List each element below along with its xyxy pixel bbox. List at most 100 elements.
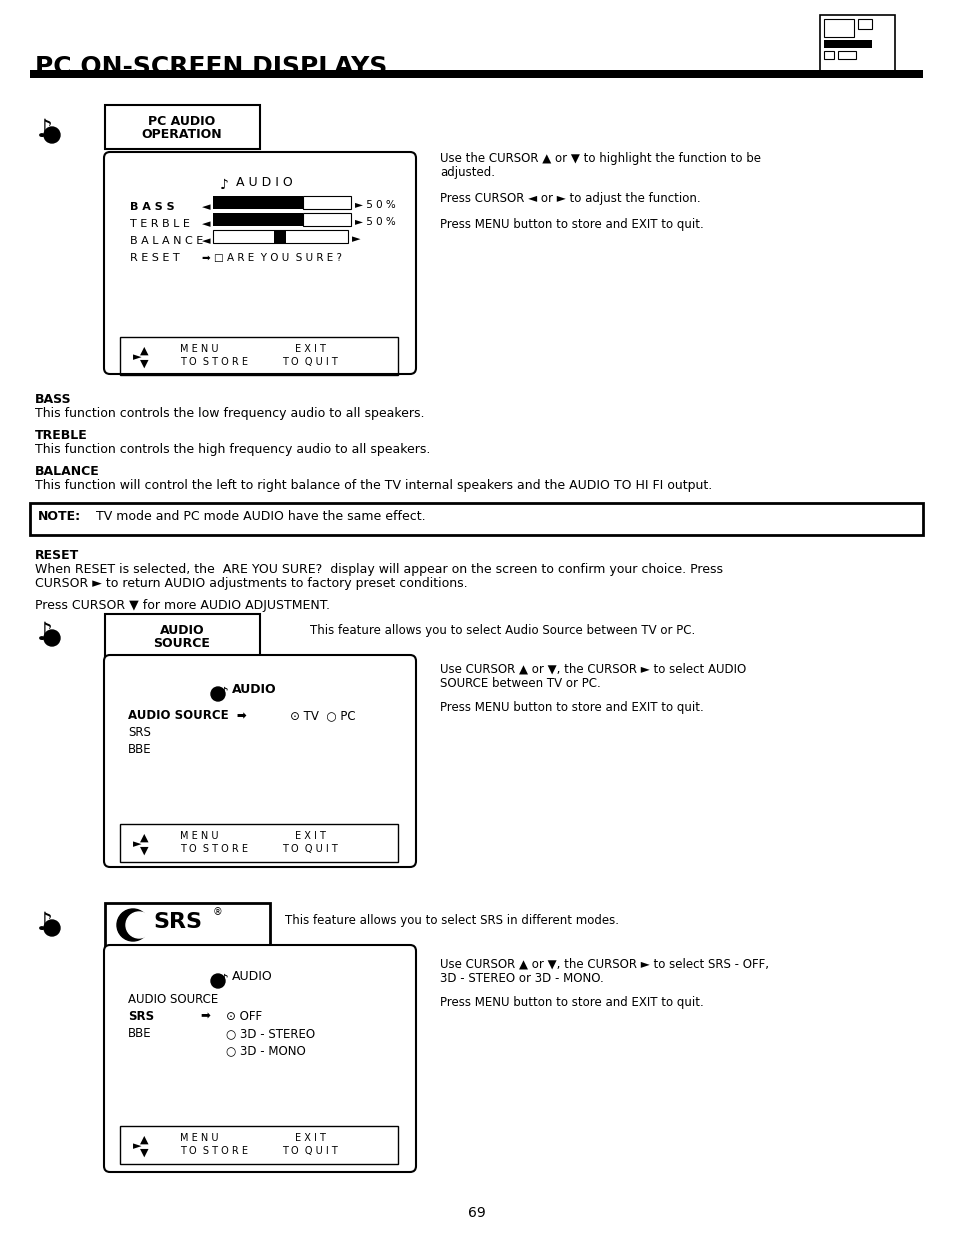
Text: Press MENU button to store and EXIT to quit.: Press MENU button to store and EXIT to q… <box>439 995 703 1009</box>
Text: AUDIO: AUDIO <box>232 683 276 697</box>
Text: ➡: ➡ <box>200 1010 210 1023</box>
Text: This function controls the high frequency audio to all speakers.: This function controls the high frequenc… <box>35 443 430 456</box>
Text: SOURCE between TV or PC.: SOURCE between TV or PC. <box>439 677 600 690</box>
Text: ◄: ◄ <box>202 203 211 212</box>
Bar <box>303 212 351 226</box>
Text: When RESET is selected, the  ARE YOU SURE?  display will appear on the screen to: When RESET is selected, the ARE YOU SURE… <box>35 563 722 576</box>
Text: ▲: ▲ <box>140 832 149 844</box>
Text: ♪: ♪ <box>220 973 229 987</box>
Text: ⊙ TV  ○ PC: ⊙ TV ○ PC <box>290 709 355 722</box>
Text: AUDIO: AUDIO <box>159 624 204 637</box>
Text: This function will control the left to right balance of the TV internal speakers: This function will control the left to r… <box>35 479 712 492</box>
Text: ➡ □ A R E  Y O U  S U R E ?: ➡ □ A R E Y O U S U R E ? <box>202 253 341 263</box>
Text: T O  Q U I T: T O Q U I T <box>282 357 337 367</box>
Text: SOURCE: SOURCE <box>153 637 211 650</box>
Bar <box>105 903 270 947</box>
Text: ►: ► <box>132 839 141 848</box>
Text: BALANCE: BALANCE <box>35 466 100 478</box>
Bar <box>105 105 260 149</box>
Text: ♪: ♪ <box>220 685 229 700</box>
Text: RESET: RESET <box>35 550 79 562</box>
Circle shape <box>211 974 225 988</box>
Circle shape <box>44 127 60 143</box>
Text: AUDIO: AUDIO <box>232 969 273 983</box>
Text: SRS: SRS <box>128 726 151 739</box>
Circle shape <box>117 909 149 941</box>
Text: ♪: ♪ <box>37 119 53 142</box>
Bar <box>120 824 397 862</box>
Text: ⊙ OFF: ⊙ OFF <box>226 1010 262 1023</box>
Text: BBE: BBE <box>128 743 152 756</box>
Text: ▲: ▲ <box>140 1135 149 1145</box>
Circle shape <box>211 687 225 701</box>
Text: T O  S T O R E: T O S T O R E <box>180 844 248 853</box>
Circle shape <box>126 911 152 939</box>
Text: ► 5 0 %: ► 5 0 % <box>355 217 395 227</box>
Text: Press CURSOR ◄ or ► to adjust the function.: Press CURSOR ◄ or ► to adjust the functi… <box>439 191 700 205</box>
Text: Press MENU button to store and EXIT to quit.: Press MENU button to store and EXIT to q… <box>439 219 703 231</box>
Text: ►: ► <box>132 1141 141 1151</box>
Text: PC ON-SCREEN DISPLAYS: PC ON-SCREEN DISPLAYS <box>35 56 387 79</box>
Bar <box>120 337 397 375</box>
Text: AUDIO SOURCE  ➡: AUDIO SOURCE ➡ <box>128 709 254 722</box>
Text: ○ 3D - MONO: ○ 3D - MONO <box>226 1044 305 1057</box>
Text: ▲: ▲ <box>140 346 149 356</box>
Circle shape <box>44 630 60 646</box>
Text: 69: 69 <box>468 1207 485 1220</box>
Text: ▼: ▼ <box>140 846 149 856</box>
FancyBboxPatch shape <box>104 152 416 374</box>
Text: SRS: SRS <box>152 911 202 932</box>
Text: E X I T: E X I T <box>294 345 326 354</box>
Text: NOTE:: NOTE: <box>38 510 81 522</box>
Bar <box>837 51 855 59</box>
Text: TREBLE: TREBLE <box>35 429 88 442</box>
Bar <box>857 19 871 28</box>
Bar <box>823 19 853 37</box>
Text: ♪: ♪ <box>37 621 53 645</box>
Text: ▼: ▼ <box>140 1149 149 1158</box>
Text: ♪: ♪ <box>37 911 53 935</box>
Text: Use CURSOR ▲ or ▼, the CURSOR ► to select SRS - OFF,: Use CURSOR ▲ or ▼, the CURSOR ► to selec… <box>439 958 768 971</box>
Text: M E N U: M E N U <box>180 831 218 841</box>
Text: ◄: ◄ <box>202 219 211 228</box>
Text: Press MENU button to store and EXIT to quit.: Press MENU button to store and EXIT to q… <box>439 701 703 714</box>
Text: M E N U: M E N U <box>180 1132 218 1144</box>
Text: ►: ► <box>132 352 141 362</box>
Text: M E N U: M E N U <box>180 345 218 354</box>
Text: T E R B L E: T E R B L E <box>130 219 190 228</box>
FancyBboxPatch shape <box>104 945 416 1172</box>
Bar <box>823 40 871 48</box>
Text: B A L A N C E: B A L A N C E <box>130 236 203 246</box>
Text: ○ 3D - STEREO: ○ 3D - STEREO <box>226 1028 314 1040</box>
Text: This feature allows you to select SRS in different modes.: This feature allows you to select SRS in… <box>285 914 618 927</box>
Text: Press CURSOR ▼ for more AUDIO ADJUSTMENT.: Press CURSOR ▼ for more AUDIO ADJUSTMENT… <box>35 599 330 613</box>
Text: T O  S T O R E: T O S T O R E <box>180 357 248 367</box>
Bar <box>30 70 923 78</box>
Bar <box>213 212 303 226</box>
Text: CURSOR ► to return AUDIO adjustments to factory preset conditions.: CURSOR ► to return AUDIO adjustments to … <box>35 577 467 590</box>
Bar <box>213 196 303 209</box>
Text: R E S E T: R E S E T <box>130 253 179 263</box>
Bar <box>823 51 833 59</box>
Circle shape <box>44 920 60 936</box>
Bar <box>274 230 286 243</box>
Text: This feature allows you to select Audio Source between TV or PC.: This feature allows you to select Audio … <box>310 624 695 637</box>
Text: E X I T: E X I T <box>294 1132 326 1144</box>
Text: TV mode and PC mode AUDIO have the same effect.: TV mode and PC mode AUDIO have the same … <box>88 510 425 522</box>
Text: T O  Q U I T: T O Q U I T <box>282 1146 337 1156</box>
Text: 3D - STEREO or 3D - MONO.: 3D - STEREO or 3D - MONO. <box>439 972 603 986</box>
Text: ►: ► <box>352 233 360 245</box>
Bar <box>120 1126 397 1165</box>
Text: ♪: ♪ <box>220 178 229 191</box>
Text: BASS: BASS <box>35 393 71 406</box>
Text: E X I T: E X I T <box>294 831 326 841</box>
Text: OPERATION: OPERATION <box>142 128 222 141</box>
Text: SRS: SRS <box>128 1010 154 1023</box>
Text: T O  Q U I T: T O Q U I T <box>282 844 337 853</box>
Text: BBE: BBE <box>128 1028 152 1040</box>
Bar <box>213 230 348 243</box>
Text: PC AUDIO: PC AUDIO <box>149 115 215 128</box>
Text: ◄: ◄ <box>202 236 211 246</box>
Text: T O  S T O R E: T O S T O R E <box>180 1146 248 1156</box>
Text: ▼: ▼ <box>140 359 149 369</box>
